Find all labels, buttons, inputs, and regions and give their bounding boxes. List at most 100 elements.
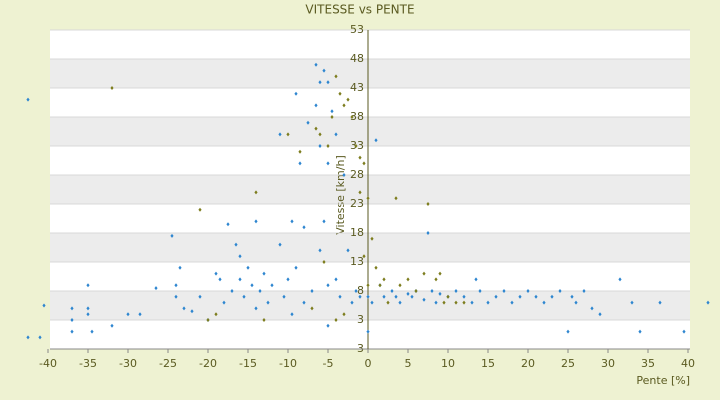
plot-band — [50, 59, 690, 88]
point — [206, 318, 210, 322]
point — [422, 271, 426, 276]
point — [394, 294, 398, 299]
point — [86, 312, 90, 317]
point — [598, 312, 602, 317]
x-tick-label: 40 — [681, 357, 695, 370]
point — [398, 300, 402, 305]
point — [426, 202, 430, 206]
point — [26, 97, 30, 102]
point — [294, 91, 298, 96]
point — [454, 289, 458, 293]
point — [170, 233, 174, 238]
point — [38, 335, 42, 340]
plot-band — [50, 146, 690, 175]
point — [366, 196, 370, 201]
point — [178, 265, 182, 270]
point — [322, 260, 326, 264]
point — [566, 329, 570, 334]
point — [410, 294, 414, 299]
point — [334, 318, 338, 322]
point — [234, 242, 238, 247]
plot-band — [50, 117, 690, 146]
point — [342, 173, 346, 177]
point — [306, 120, 310, 125]
point — [350, 115, 354, 119]
plot-band — [50, 291, 690, 320]
point — [126, 312, 130, 317]
point — [618, 277, 622, 282]
point — [246, 265, 250, 270]
point — [442, 300, 446, 305]
point — [314, 62, 318, 67]
point — [326, 283, 330, 288]
point — [254, 219, 258, 224]
point — [582, 289, 586, 293]
point — [394, 196, 398, 201]
point — [406, 277, 410, 282]
point — [434, 300, 438, 305]
point — [374, 138, 378, 143]
point — [382, 277, 386, 282]
point — [326, 144, 330, 148]
y-tick-label: 53 — [350, 23, 364, 36]
point — [270, 283, 274, 288]
point — [326, 323, 330, 328]
x-tick-label: -15 — [239, 357, 257, 370]
point — [542, 300, 546, 305]
point — [322, 68, 326, 73]
point — [334, 132, 338, 137]
point — [370, 236, 374, 241]
point — [326, 161, 330, 166]
point — [238, 277, 242, 282]
y-tick-label: 8 — [357, 284, 364, 297]
x-tick-label: -20 — [199, 357, 217, 370]
point — [378, 283, 382, 288]
point — [366, 329, 370, 334]
point — [214, 312, 218, 317]
point — [322, 219, 326, 224]
point — [302, 225, 306, 230]
point — [366, 294, 370, 299]
point — [590, 306, 594, 311]
x-tick-label: -25 — [159, 357, 177, 370]
plot-band — [50, 30, 690, 59]
y-tick-label: 13 — [350, 255, 364, 268]
point — [470, 300, 474, 305]
point — [502, 289, 506, 293]
point — [318, 132, 322, 137]
point — [478, 289, 482, 293]
point — [358, 155, 362, 160]
point — [494, 294, 498, 299]
point — [682, 329, 686, 334]
point — [342, 312, 346, 317]
plot-band — [50, 262, 690, 291]
point — [318, 80, 322, 85]
point — [438, 271, 442, 276]
y-tick-label: 43 — [350, 81, 364, 94]
point — [362, 254, 366, 259]
point — [70, 306, 74, 311]
point — [262, 271, 266, 276]
x-tick-label: -30 — [119, 357, 137, 370]
point — [354, 289, 358, 293]
point — [366, 283, 370, 288]
point — [374, 265, 378, 270]
point — [302, 300, 306, 305]
point — [510, 300, 514, 305]
plot-band — [50, 204, 690, 233]
point — [330, 115, 334, 119]
plot-band — [50, 233, 690, 262]
point — [430, 289, 434, 293]
point — [214, 271, 218, 276]
point — [358, 294, 362, 299]
plot-band — [50, 320, 690, 349]
point — [386, 300, 390, 305]
point — [390, 289, 394, 293]
point — [706, 300, 710, 305]
point — [222, 300, 226, 305]
point — [446, 294, 450, 299]
point — [298, 149, 302, 154]
x-tick-label: 35 — [641, 357, 655, 370]
point — [346, 97, 350, 102]
